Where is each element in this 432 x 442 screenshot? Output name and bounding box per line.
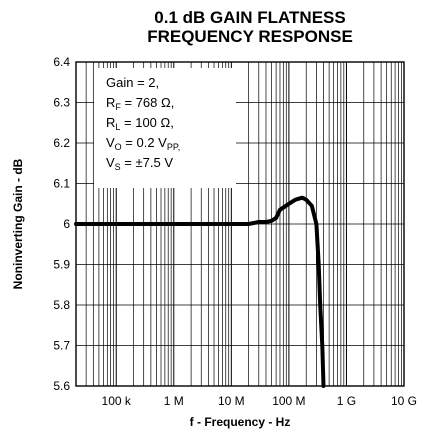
- x-tick-label: 10 G: [391, 394, 417, 408]
- condition-line: VO = 0.2 VPP,: [106, 135, 180, 152]
- y-tick-label: 6.2: [53, 136, 70, 150]
- condition-line: VS = ±7.5 V: [106, 155, 173, 172]
- x-axis-label: f - Frequency - Hz: [190, 415, 291, 429]
- gain-curve: [74, 195, 326, 388]
- x-tick-label: 10 M: [218, 394, 245, 408]
- condition-line: RL = 100 Ω,: [106, 115, 174, 132]
- y-tick-label: 6: [63, 217, 70, 231]
- condition-line: Gain = 2,: [106, 75, 159, 90]
- x-tick-label: 1 G: [337, 394, 356, 408]
- y-tick-label: 5.9: [53, 258, 70, 272]
- x-tick-label: 100 k: [102, 394, 132, 408]
- x-tick-label: 1 M: [164, 394, 184, 408]
- chart-title-line1: 0.1 dB GAIN FLATNESS: [154, 8, 346, 27]
- y-tick-label: 5.8: [53, 298, 70, 312]
- y-tick-label: 5.7: [53, 339, 70, 353]
- x-tick-labels: 100 k 1 M 10 M 100 M 1 G 10 G: [102, 394, 417, 408]
- y-tick-label: 5.6: [53, 379, 70, 393]
- y-tick-label: 6.3: [53, 96, 70, 110]
- x-tick-label: 100 M: [272, 394, 305, 408]
- y-axis-label: Noninverting Gain - dB: [11, 158, 25, 289]
- y-tick-label: 6.4: [53, 55, 70, 69]
- y-tick-label: 6.1: [53, 177, 70, 191]
- conditions-box: Gain = 2, RF = 768 Ω, RL = 100 Ω, VO = 0.2 …: [94, 68, 236, 188]
- chart-title-line2: FREQUENCY RESPONSE: [147, 27, 353, 46]
- condition-line: RF = 768 Ω,: [106, 95, 174, 112]
- y-tick-labels: 5.6 5.7 5.8 5.9 6 6.1 6.2 6.3 6.4: [53, 55, 70, 393]
